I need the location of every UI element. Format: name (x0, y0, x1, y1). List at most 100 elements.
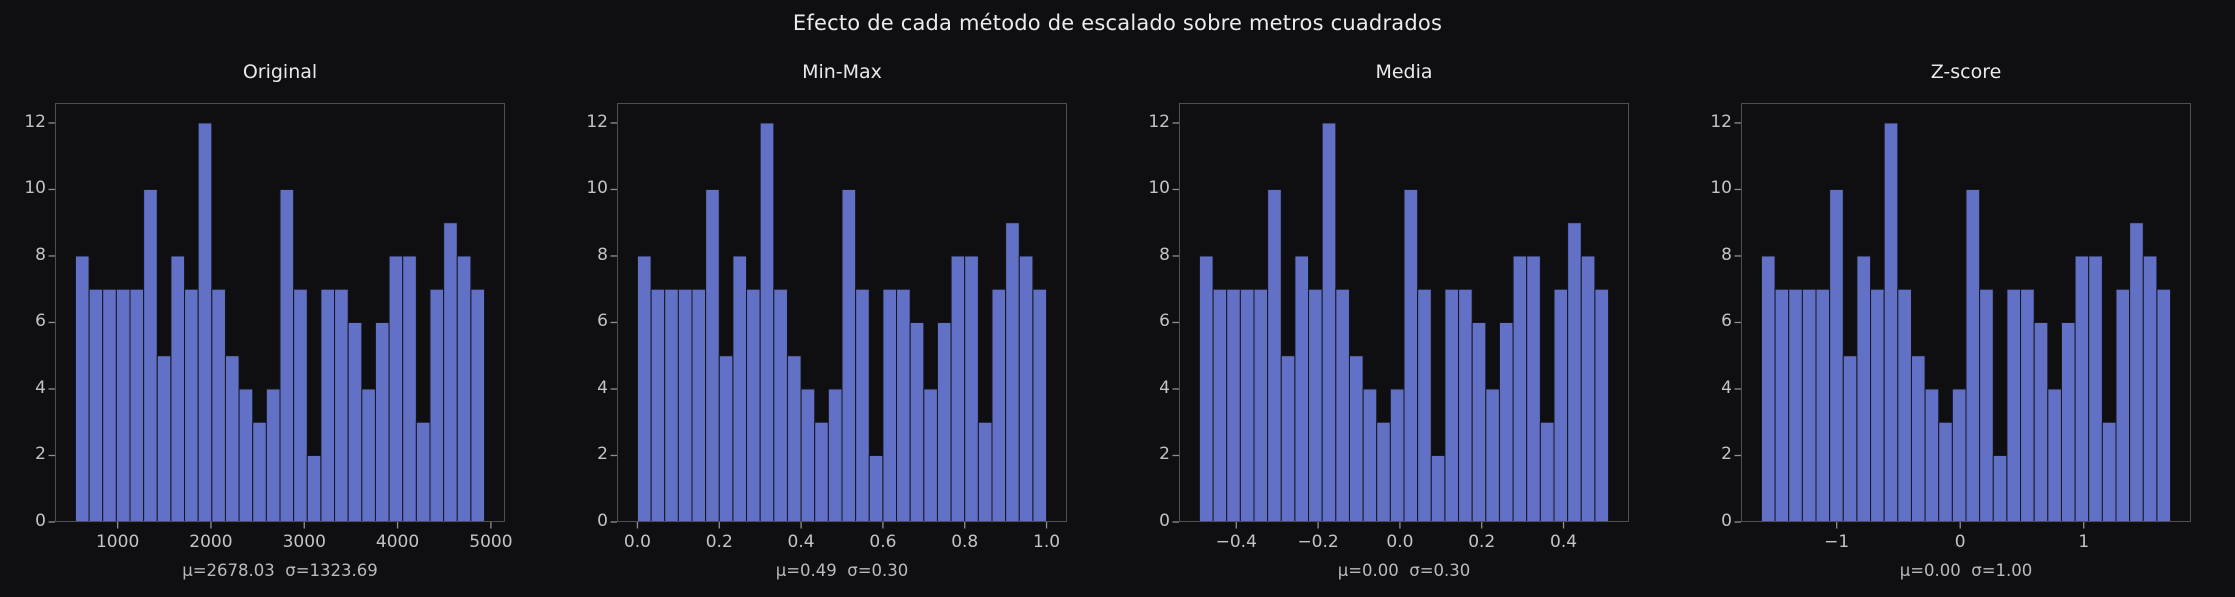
histogram-bar (1951, 388, 1967, 523)
histogram-bar (2142, 255, 2158, 523)
y-tick-label: 0 (1721, 511, 1732, 531)
subplot-title: Original (242, 61, 318, 83)
histogram-bar (650, 288, 666, 523)
y-tick-label: 12 (24, 111, 46, 132)
histogram-bar (1280, 355, 1296, 523)
histogram-bar (909, 321, 925, 523)
histogram-bar (265, 388, 281, 523)
histogram-bar (388, 255, 404, 523)
x-tick-label: 0.0 (1386, 532, 1414, 552)
histogram-bar (2060, 321, 2076, 523)
histogram-bar (143, 188, 158, 523)
histogram-bar (1526, 255, 1541, 523)
histogram-bar (1417, 288, 1432, 523)
histogram-bar (814, 421, 829, 523)
histogram-bar (88, 288, 104, 523)
histogram-bar (156, 355, 172, 523)
histogram-bar (950, 255, 966, 523)
histogram-bar (1979, 288, 1994, 523)
histogram-bar (786, 355, 802, 523)
figure-title: Efecto de cada método de escalado sobre … (792, 11, 1443, 35)
histogram-bar (1760, 255, 1776, 523)
histogram-bar (74, 255, 90, 523)
histogram-bar (102, 288, 117, 523)
histogram-bar (991, 288, 1007, 523)
y-tick-label: 6 (35, 311, 46, 332)
x-tick-label: 1 (2078, 532, 2090, 552)
histogram-media (1172, 103, 1629, 529)
x-tick-label: 1000 (95, 532, 140, 552)
stats-label: μ=0.49 σ=0.30 (775, 561, 909, 580)
histogram-bar (868, 454, 884, 523)
histogram-bar (1458, 288, 1473, 523)
y-tick-label: 2 (597, 444, 608, 465)
histogram-bar (964, 255, 979, 523)
histogram-bar (334, 288, 349, 523)
histogram-bar (429, 288, 445, 523)
histogram-bar (279, 188, 295, 523)
histogram-bar (293, 288, 308, 523)
subplot-title: Z-score (1930, 61, 2002, 83)
x-tick-label: −1 (1824, 532, 1850, 552)
y-tick-label: 12 (586, 111, 608, 132)
histogram-minmax (610, 103, 1067, 529)
histogram-bar (1430, 454, 1446, 523)
y-tick-label: 2 (35, 444, 46, 465)
subplot-title: Min-Max (802, 61, 882, 83)
x-tick-label: −0.4 (1215, 532, 1257, 552)
subplot-title: Media (1375, 61, 1433, 83)
histogram-bar (691, 288, 707, 523)
histogram-bar (1870, 288, 1885, 523)
histogram-bar (1253, 288, 1269, 523)
histogram-bar (1815, 288, 1831, 523)
x-tick-label: 0.8 (951, 532, 979, 552)
histogram-bar (1539, 421, 1555, 523)
histogram-bar (664, 288, 679, 523)
y-tick-label: 12 (1710, 111, 1732, 132)
histogram-bar (1267, 188, 1282, 523)
histogram-bar (1992, 454, 2008, 523)
x-tick-label: 4000 (375, 532, 420, 552)
histogram-bar (1335, 288, 1350, 523)
histogram-bar (374, 321, 390, 523)
subplot-original: Original μ=2678.03 σ=1323.69 0 2 4 6 8 10 12 10… (24, 61, 512, 580)
histogram-bar (211, 288, 226, 523)
histogram-bar (1842, 355, 1858, 523)
histogram-bar (855, 288, 870, 523)
subplot-minmax: Min-Max μ=0.49 σ=0.30 0 2 4 6 8 10 12 0.0 0.2 0.4… (586, 61, 1067, 580)
histogram-bar (1005, 222, 1020, 523)
histogram-bar (170, 255, 186, 523)
histogram-bar (1498, 321, 1514, 523)
histogram-bar (1897, 288, 1912, 523)
histogram-bar (718, 355, 734, 523)
histogram-bar (1403, 188, 1419, 523)
histogram-bar (2047, 388, 2062, 523)
histogram-bar (252, 421, 267, 523)
y-tick-label: 12 (1148, 111, 1170, 132)
x-tick-label: 0 (1954, 532, 1966, 552)
histogram-bar (1883, 122, 1899, 523)
histogram-bar (456, 255, 472, 523)
x-tick-label: 0.6 (869, 532, 897, 552)
x-tick-label: −0.2 (1297, 532, 1339, 552)
x-tick-label: 0.2 (705, 532, 733, 552)
y-tick-label: 4 (597, 377, 608, 398)
x-tick-label: 3000 (282, 532, 326, 552)
histogram-bar (1321, 122, 1337, 523)
histogram-bar (2156, 288, 2172, 523)
histogram-bar (1580, 255, 1596, 523)
histogram-bar (746, 288, 761, 523)
plot-frame (617, 103, 1067, 522)
histogram-bar (677, 288, 693, 523)
plot-area (610, 103, 1067, 529)
histogram-bar (1856, 255, 1872, 523)
y-tick-label: 8 (597, 244, 608, 265)
histogram-bar (705, 188, 720, 523)
histogram-bar (1512, 255, 1528, 523)
histogram-bar (402, 255, 417, 523)
plot-area (48, 103, 505, 529)
histogram-bar (896, 288, 911, 523)
histogram-bar (827, 388, 843, 523)
x-tick-label: 0.0 (623, 532, 651, 552)
x-tick-label: 0.4 (787, 532, 815, 552)
